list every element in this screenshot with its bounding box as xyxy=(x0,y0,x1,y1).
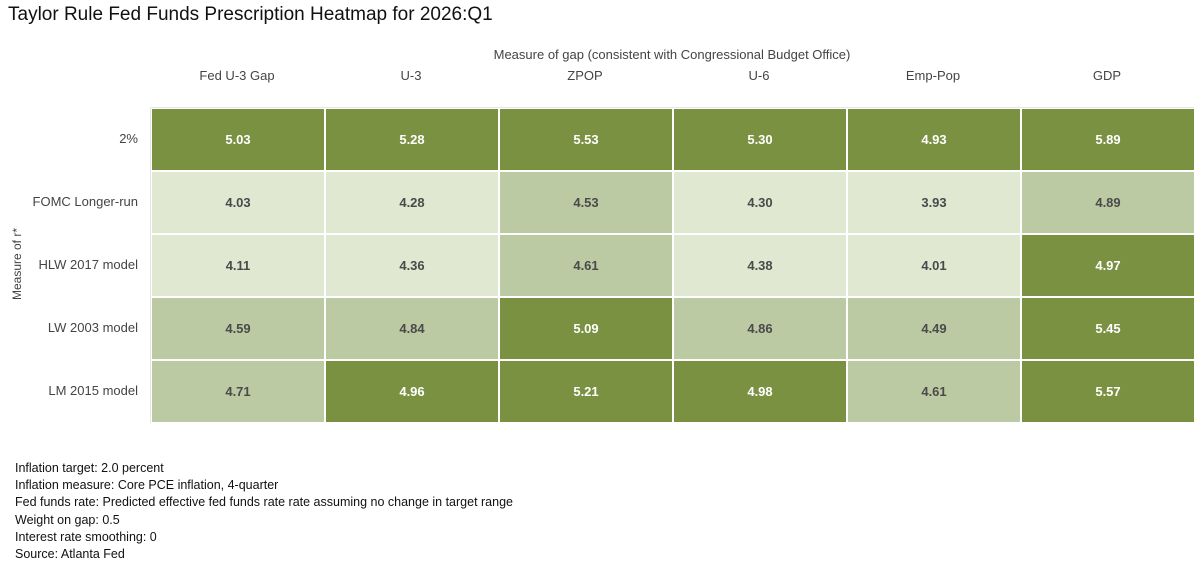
heatmap-cell: 3.93 xyxy=(847,171,1021,234)
heatmap-cell: 4.01 xyxy=(847,234,1021,297)
note-weight-on-gap: Weight on gap: 0.5 xyxy=(15,512,120,527)
heatmap-cell: 4.28 xyxy=(325,171,499,234)
heatmap-cell: 4.71 xyxy=(151,360,325,423)
heatmap-cell: 5.28 xyxy=(325,108,499,171)
row-labels: 2% FOMC Longer-run HLW 2017 model LW 2003 m… xyxy=(20,107,138,423)
note-inflation-target: Inflation target: 2.0 percent xyxy=(15,461,164,475)
heatmap-cell: 5.30 xyxy=(673,108,847,171)
heatmap-cell: 4.03 xyxy=(151,171,325,234)
column-header: Emp-Pop xyxy=(905,68,961,83)
column-header: Fed U-3 Gap xyxy=(199,68,275,83)
heatmap-cell: 5.53 xyxy=(499,108,673,171)
row-label: 2% xyxy=(119,131,138,146)
heatmap-cell: 4.93 xyxy=(847,108,1021,171)
heatmap-cell: 4.59 xyxy=(151,297,325,360)
note-source: Source: Atlanta Fed xyxy=(15,547,125,562)
heatmap-cell: 4.86 xyxy=(673,297,847,360)
column-header: GDP xyxy=(1092,68,1122,83)
row-label: FOMC Longer-run xyxy=(32,194,138,209)
heatmap-cell: 4.84 xyxy=(325,297,499,360)
heatmap-cell: 5.45 xyxy=(1021,297,1195,360)
column-header: ZPOP xyxy=(567,68,603,83)
row-label: LM 2015 model xyxy=(48,383,138,398)
x-axis-title: Measure of gap (consistent with Congress… xyxy=(493,47,851,62)
heatmap-cell: 5.57 xyxy=(1021,360,1195,423)
row-label: HLW 2017 model xyxy=(38,257,138,272)
note-inflation-measure: Inflation measure: Core PCE inflation, 4… xyxy=(15,478,279,493)
note-fed-funds-rate: Fed funds rate: Predicted effective fed … xyxy=(15,495,513,510)
heatmap-cell: 4.96 xyxy=(325,360,499,423)
heatmap-cell: 4.97 xyxy=(1021,234,1195,297)
column-header: U-6 xyxy=(748,68,770,83)
heatmap-cell: 4.36 xyxy=(325,234,499,297)
heatmap-cell: 5.03 xyxy=(151,108,325,171)
heatmap-cell: 4.30 xyxy=(673,171,847,234)
column-header: U-3 xyxy=(400,68,422,83)
heatmap-cell: 4.61 xyxy=(499,234,673,297)
row-label: LW 2003 model xyxy=(47,320,138,335)
heatmap-cell: 4.61 xyxy=(847,360,1021,423)
heatmap-cell: 5.89 xyxy=(1021,108,1195,171)
note-smoothing: Interest rate smoothing: 0 xyxy=(15,529,157,544)
heatmap-cell: 4.89 xyxy=(1021,171,1195,234)
heatmap-cell: 4.98 xyxy=(673,360,847,423)
chart-title: Taylor Rule Fed Funds Prescription Heatm… xyxy=(8,4,493,25)
heatmap-cell: 4.53 xyxy=(499,171,673,234)
heatmap-grid: 5.03 5.28 5.53 5.30 4.93 5.89 4.03 4.28 4.53 4.30… xyxy=(150,107,1195,423)
heatmap-cell: 5.09 xyxy=(499,297,673,360)
heatmap-cell: 4.49 xyxy=(847,297,1021,360)
heatmap-cell: 4.38 xyxy=(673,234,847,297)
heatmap-cell: 4.11 xyxy=(151,234,325,297)
footnotes: Inflation target: 2.0 percent Inflation … xyxy=(15,460,513,563)
heatmap-cell: 5.21 xyxy=(499,360,673,423)
column-headers: Fed U-3 Gap U-3 ZPOP U-6 Emp-Pop GDP xyxy=(150,68,1194,88)
